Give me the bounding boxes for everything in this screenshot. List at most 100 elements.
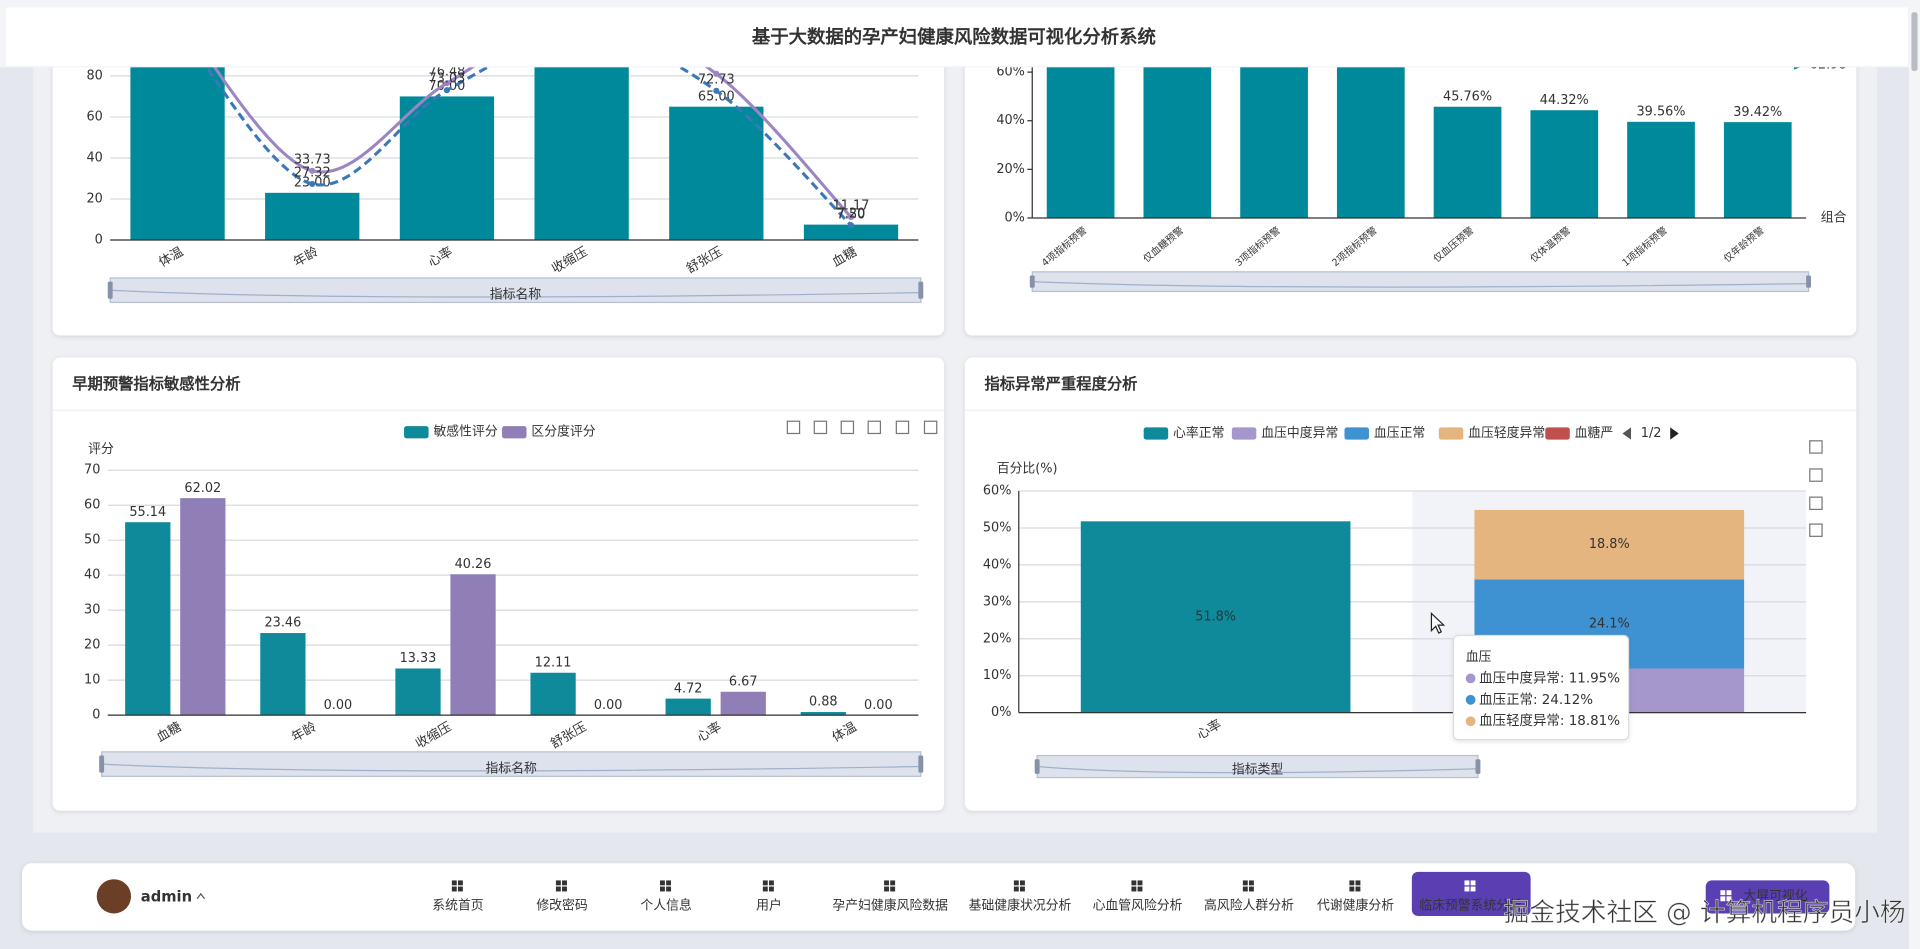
toolbox-icon[interactable] <box>895 420 910 435</box>
nav-icon <box>457 886 463 892</box>
bar <box>180 498 226 716</box>
nav-icon <box>555 886 561 892</box>
nav-item[interactable]: 修改密码 <box>536 898 588 914</box>
user-name[interactable]: admin <box>141 889 192 906</box>
nav-button-bg[interactable] <box>1705 880 1830 914</box>
nav-item[interactable]: 代谢健康分析 <box>1317 898 1394 914</box>
y-tick-label: 10 <box>84 673 100 688</box>
nav-item[interactable]: 大屏可视化 <box>1743 889 1807 904</box>
nav-active-bg[interactable] <box>1411 871 1531 916</box>
zoom-slider[interactable] <box>101 751 922 777</box>
nav-icon <box>890 886 896 892</box>
bar <box>265 192 360 241</box>
bar <box>1627 121 1695 218</box>
toolbox-icon[interactable] <box>1809 468 1823 482</box>
zoom-handle[interactable] <box>1029 275 1035 288</box>
bar <box>395 668 441 716</box>
data-label: 76.48 <box>429 65 466 80</box>
legend-label[interactable]: 区分度评分 <box>531 424 595 440</box>
data-label: 33.73 <box>294 152 331 167</box>
toolbox-icon[interactable] <box>1809 440 1823 454</box>
nav-icon <box>660 880 665 886</box>
bar <box>534 45 629 241</box>
zoom-handle[interactable] <box>1034 759 1040 774</box>
zoom-slider[interactable] <box>1031 271 1810 293</box>
cursor <box>1430 612 1446 634</box>
legend-label[interactable]: 血压正常 <box>1374 426 1425 441</box>
nav-item[interactable]: 基础健康状况分析 <box>969 898 1072 914</box>
legend-label[interactable]: 敏感性评分 <box>433 424 497 440</box>
y-tick-label: 40% <box>983 557 1012 572</box>
nav-item[interactable]: 临床预警系统分析 <box>1419 898 1522 914</box>
legend-label[interactable]: 血压轻度异常 <box>1468 425 1545 441</box>
nav-icon <box>1349 886 1355 892</box>
legend-label[interactable]: 心率正常 <box>1173 425 1224 441</box>
line-point <box>847 214 855 221</box>
toolbox-icon[interactable] <box>923 420 938 435</box>
zoom-handle[interactable] <box>107 281 113 299</box>
scroll-thumb[interactable] <box>1911 12 1918 72</box>
legend-swatch[interactable] <box>1438 427 1464 440</box>
nav-icon <box>1470 886 1476 892</box>
y-tick-label: 20% <box>983 631 1012 646</box>
nav-item[interactable]: 心血管风险分析 <box>1093 899 1183 914</box>
nav-icon <box>762 880 768 886</box>
scrollbar <box>1908 0 1920 949</box>
y-tick-label: 60% <box>983 484 1012 499</box>
bar <box>803 224 899 241</box>
x-axis-title: 指标类型 <box>1232 763 1284 778</box>
pager-prev[interactable] <box>1622 427 1632 440</box>
nav-item[interactable]: 孕产妇健康风险数据 <box>832 898 948 914</box>
data-label: 6.67 <box>729 674 758 689</box>
toolbox-icon[interactable] <box>867 420 882 435</box>
nav-item[interactable]: 高风险人群分析 <box>1204 898 1294 914</box>
bar <box>530 672 576 716</box>
nav-icon <box>1726 896 1732 902</box>
zoom-handle[interactable] <box>1806 275 1812 288</box>
data-label: 24.1% <box>1589 616 1630 631</box>
toolbox-icon[interactable] <box>840 420 855 435</box>
zoom-handle[interactable] <box>918 755 924 773</box>
zoom-shadow <box>110 289 921 298</box>
nav-icon <box>1131 880 1137 886</box>
legend-swatch[interactable] <box>1344 427 1369 440</box>
bar <box>1723 122 1792 218</box>
zoom-handle[interactable] <box>99 755 105 773</box>
nav-icon <box>451 880 457 886</box>
toolbox-icon[interactable] <box>1809 496 1823 511</box>
watermark: 掘金技术社区 @ 计算机程序员小杨 <box>1504 898 1906 928</box>
nav-icon <box>562 886 567 892</box>
nav-icon <box>451 886 457 892</box>
tooltip-item: 血压中度异常: 11.95% <box>1479 670 1620 686</box>
legend-label[interactable]: 血糖严 <box>1575 425 1614 441</box>
caret[interactable] <box>196 892 205 900</box>
nav-item[interactable]: 用户 <box>756 898 782 914</box>
legend-swatch[interactable] <box>502 426 527 439</box>
zoom-handle[interactable] <box>1475 759 1481 774</box>
nav-icon <box>1720 896 1726 902</box>
nav-item[interactable]: 个人信息 <box>640 898 692 914</box>
toolbox-icon[interactable] <box>813 420 828 435</box>
bar <box>800 712 846 716</box>
nav-icon <box>666 880 672 886</box>
nav-icon <box>1470 880 1476 886</box>
y-tick-label: 70 <box>84 463 100 478</box>
nav-item[interactable]: 系统首页 <box>432 899 483 914</box>
legend-swatch[interactable] <box>1143 427 1169 440</box>
app-title: 基于大数据的孕产妇健康风险数据可视化分析系统 <box>751 26 1156 48</box>
y-axis-title: 评分 <box>88 442 114 457</box>
y-tick-label: 60 <box>84 498 100 513</box>
toolbox-icon[interactable] <box>786 420 801 435</box>
data-label: 23.46 <box>264 616 301 631</box>
pager-next[interactable] <box>1670 427 1679 440</box>
avatar[interactable] <box>96 879 132 914</box>
toolbox-icon[interactable] <box>1809 523 1823 537</box>
legend-swatch[interactable] <box>1545 427 1570 440</box>
legend-swatch[interactable] <box>404 426 429 439</box>
legend-swatch[interactable] <box>1231 427 1257 440</box>
zoom-handle[interactable] <box>918 281 924 299</box>
legend-label[interactable]: 血压中度异常 <box>1261 425 1338 441</box>
data-label: 0.88 <box>809 695 838 710</box>
